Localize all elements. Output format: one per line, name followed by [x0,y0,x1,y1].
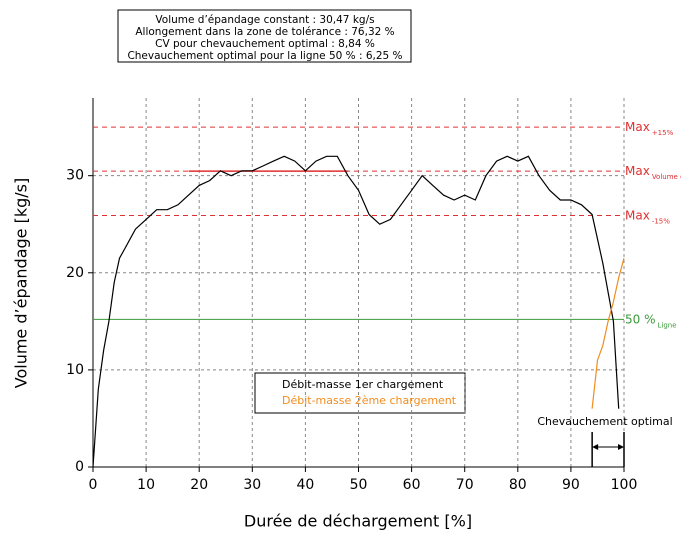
x-tick-label: 100 [611,477,638,493]
info-line: Chevauchement optimal pour la ligne 50 %… [127,50,402,62]
info-box [117,9,412,63]
x-tick-label: 60 [403,477,421,493]
y-tick-label: 10 [66,362,84,378]
reference-sub: -15% [652,217,670,225]
x-tick-label: 0 [89,477,98,493]
x-tick-label: 20 [190,477,208,493]
series-line [92,155,620,468]
x-tick-label: 10 [137,477,155,493]
reference-name: Max [625,164,650,178]
reference-name: Max [625,208,650,222]
reference-sub: +15% [652,129,674,137]
legend-label: Débit-masse 2ème chargement [282,394,457,407]
x-tick-label: 30 [243,477,261,493]
reference-label: Max -15% [625,208,670,226]
info-line: Allongement dans la zone de tolérance : … [135,26,394,38]
y-tick-label: 0 [75,459,84,475]
reference-name: 50 % [625,312,656,326]
legend-label: Débit-masse 1er chargement [282,378,444,391]
x-tick-label: 70 [456,477,474,493]
x-tick-label: 90 [562,477,580,493]
info-line: Volume d’épandage constant : 30,47 kg/s [155,14,374,26]
x-tick-label: 40 [296,477,314,493]
series-line [591,258,625,409]
reference-sub: Volume d’épand [652,173,681,181]
y-axis-label: Volume d’épandage [kg/s] [12,178,31,388]
legend [254,372,466,414]
reference-label: Max +15% [625,120,674,138]
reference-name: Max [625,120,650,134]
x-axis-label: Durée de déchargement [%] [244,512,472,531]
y-tick-label: 20 [66,265,84,281]
overlap-label: Chevauchement optimal [537,415,672,428]
reference-label: 50 % Ligne [625,312,677,330]
reference-sub: Ligne [658,321,677,329]
x-tick-label: 50 [350,477,368,493]
x-tick-label: 80 [509,477,527,493]
info-line: CV pour chevauchement optimal : 8,84 % [155,38,375,50]
y-tick-label: 30 [66,168,84,184]
